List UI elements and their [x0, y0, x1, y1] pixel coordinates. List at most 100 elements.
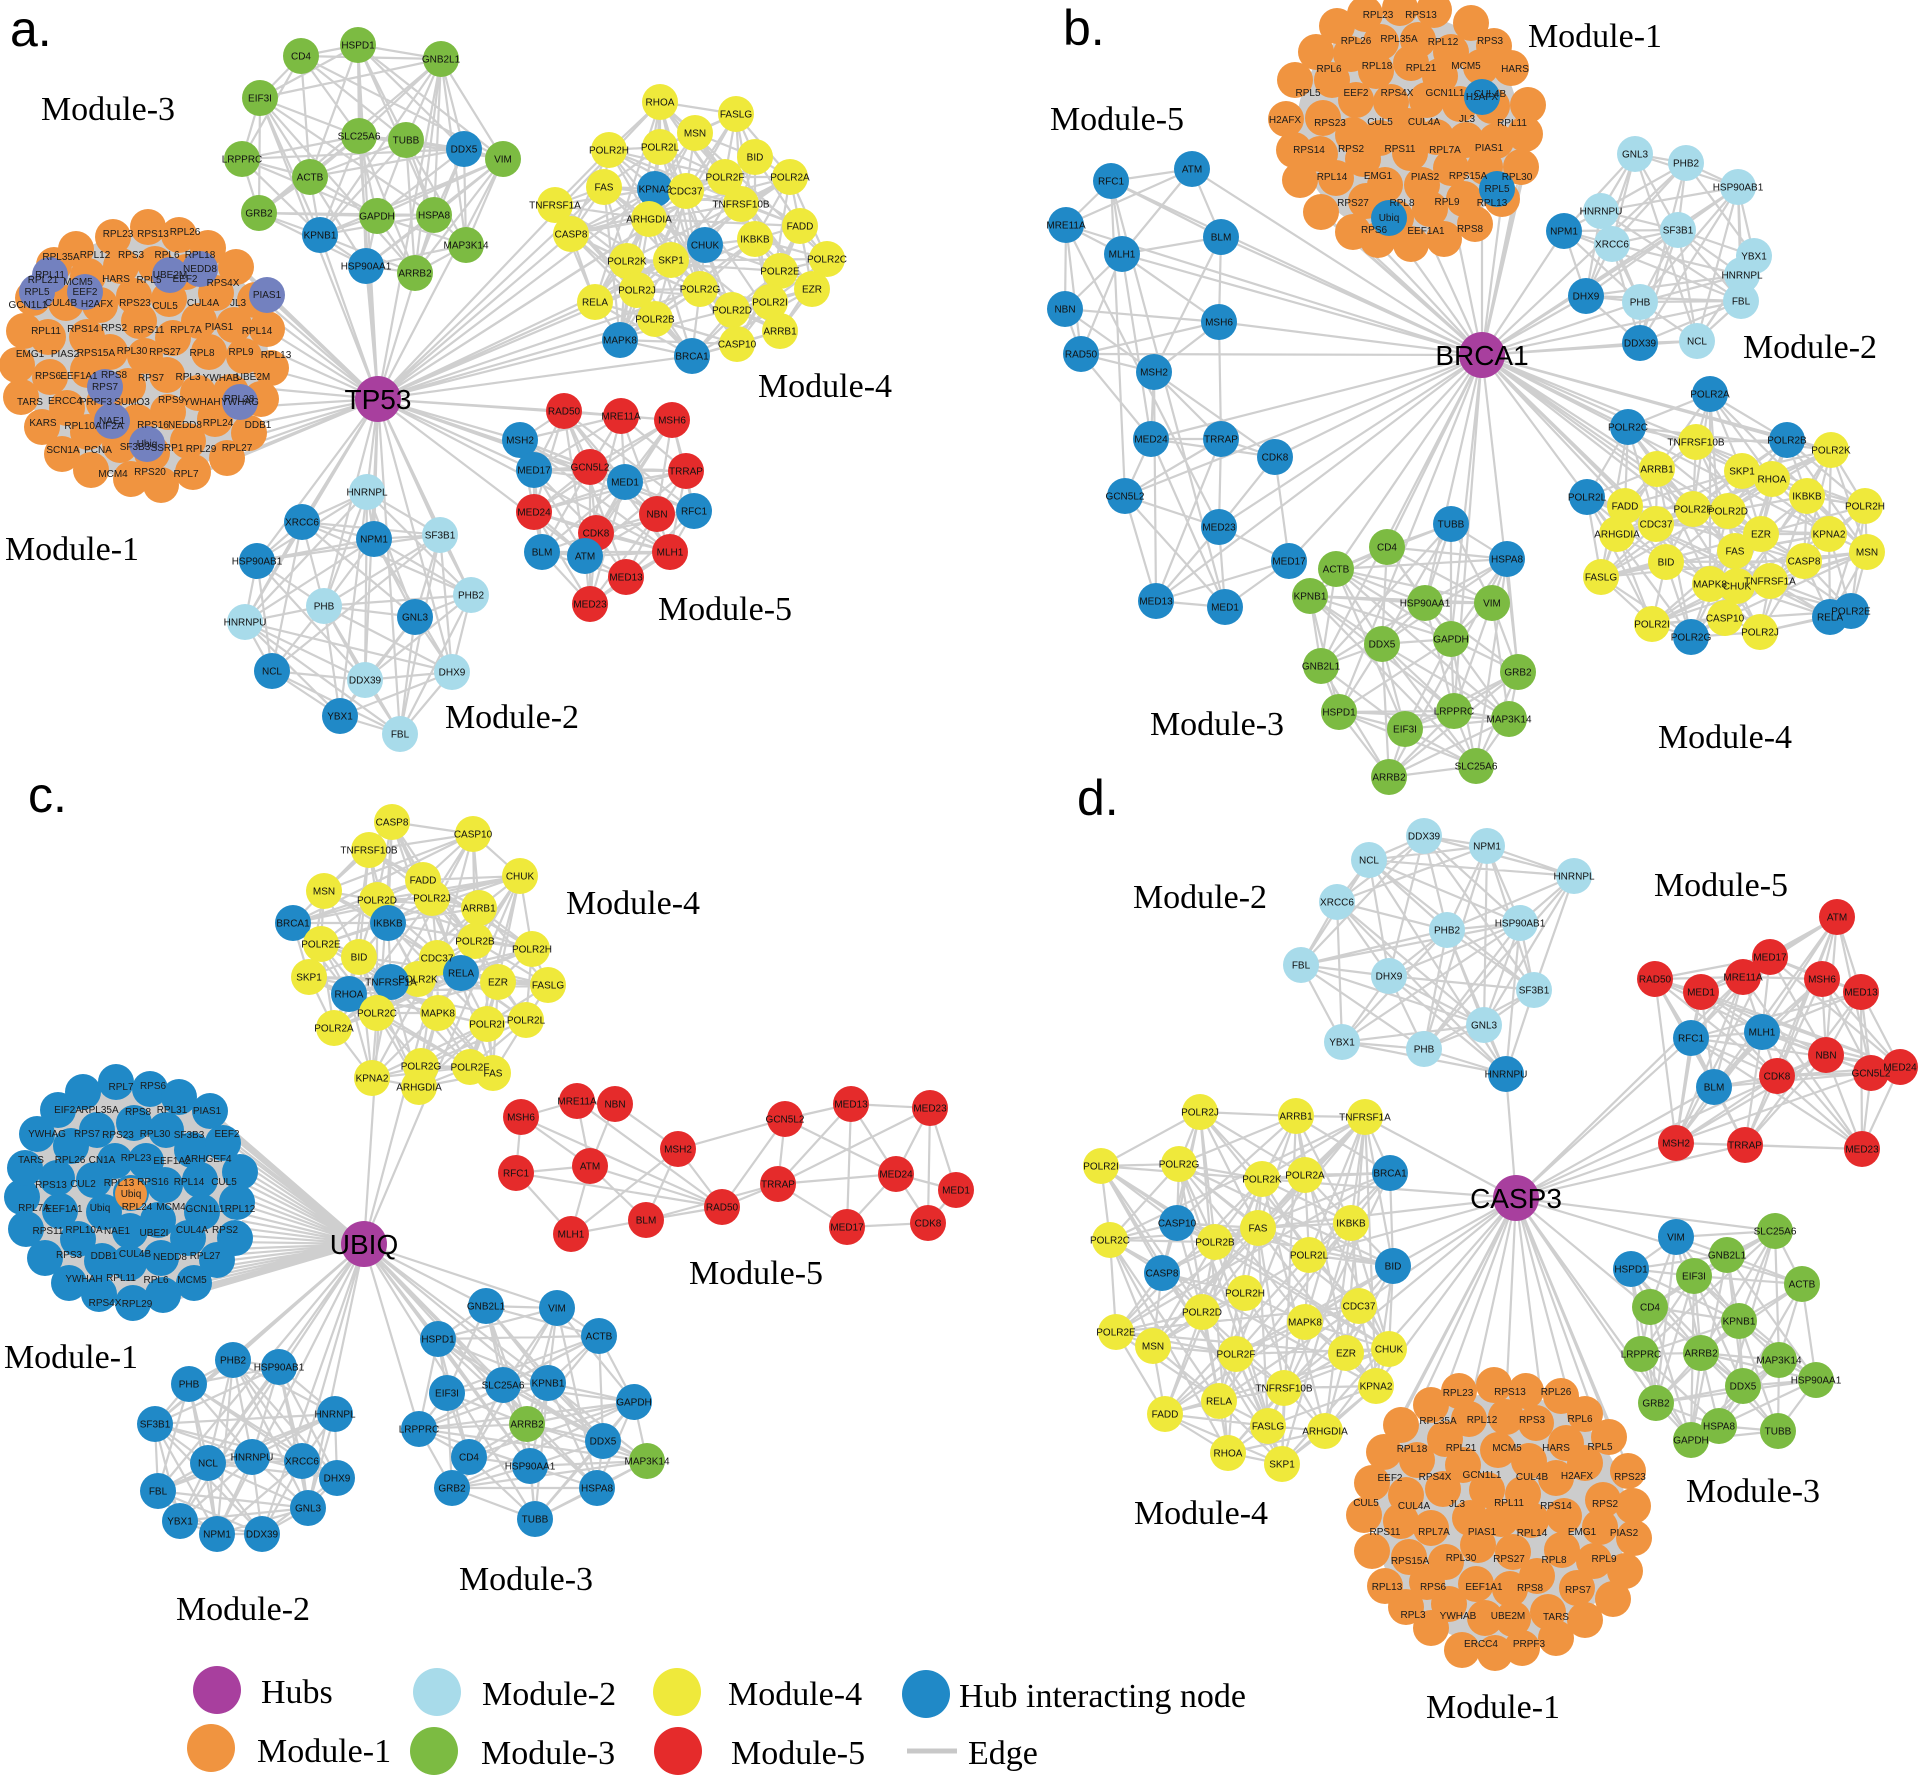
svg-text:UBIQ: UBIQ	[330, 1229, 398, 1260]
svg-text:POLR2F: POLR2F	[1674, 505, 1713, 516]
svg-text:EEF1A1: EEF1A1	[45, 1204, 83, 1215]
svg-text:RPL3: RPL3	[1400, 1610, 1425, 1621]
svg-text:TUBB: TUBB	[393, 136, 420, 147]
svg-text:FAS: FAS	[595, 183, 614, 194]
svg-text:Module-4: Module-4	[1658, 719, 1792, 756]
svg-text:HSP90AB1: HSP90AB1	[1495, 919, 1546, 930]
svg-text:MLH1: MLH1	[657, 548, 684, 559]
svg-text:CDK8: CDK8	[1764, 1072, 1791, 1083]
svg-text:CASP8: CASP8	[1788, 557, 1821, 568]
svg-text:CASP8: CASP8	[555, 230, 588, 241]
svg-text:RPL12: RPL12	[225, 1204, 256, 1215]
svg-text:ARRB2: ARRB2	[1372, 773, 1406, 784]
svg-text:ARRB1: ARRB1	[462, 904, 496, 915]
svg-text:Module-1: Module-1	[1426, 1689, 1560, 1726]
svg-text:DHX9: DHX9	[439, 668, 466, 679]
svg-text:RELA: RELA	[1817, 613, 1843, 624]
svg-text:RPL12: RPL12	[1428, 37, 1459, 48]
svg-text:NPM1: NPM1	[1550, 227, 1578, 238]
svg-text:MLH1: MLH1	[1109, 250, 1136, 261]
svg-text:SUMO3: SUMO3	[114, 397, 150, 408]
svg-text:RPS23: RPS23	[1614, 1472, 1646, 1483]
svg-text:VIM: VIM	[1483, 599, 1501, 610]
svg-text:ARHGDIA: ARHGDIA	[1302, 1427, 1348, 1438]
svg-text:CUL5: CUL5	[1367, 117, 1393, 128]
svg-text:POLR2A: POLR2A	[1285, 1171, 1325, 1182]
svg-text:RPL5: RPL5	[1295, 88, 1320, 99]
svg-text:FADD: FADD	[787, 222, 814, 233]
svg-text:IKBKB: IKBKB	[740, 235, 770, 246]
svg-text:EEF1A2: EEF1A2	[153, 1156, 191, 1167]
svg-text:POLR2D: POLR2D	[712, 306, 752, 317]
svg-text:GNL3: GNL3	[1622, 150, 1649, 161]
svg-text:MED17: MED17	[1272, 557, 1306, 568]
svg-text:PHB: PHB	[1414, 1045, 1435, 1056]
svg-text:POLR2I: POLR2I	[752, 298, 788, 309]
svg-text:HNRNPL: HNRNPL	[314, 1410, 356, 1421]
svg-text:POLR2I: POLR2I	[1634, 620, 1670, 631]
svg-text:CDK8: CDK8	[1262, 453, 1289, 464]
svg-text:POLR2H: POLR2H	[1845, 502, 1885, 513]
svg-text:SLC25A6: SLC25A6	[338, 132, 381, 143]
svg-text:CUL5: CUL5	[1353, 1498, 1379, 1509]
svg-text:FASLG: FASLG	[720, 110, 752, 121]
svg-text:NCL: NCL	[262, 667, 282, 678]
svg-text:PHB: PHB	[1630, 298, 1651, 309]
svg-text:SF3B1: SF3B1	[140, 1420, 171, 1431]
svg-text:ARRB1: ARRB1	[1279, 1112, 1313, 1123]
svg-text:MAPK8: MAPK8	[1288, 1318, 1322, 1329]
svg-text:RPL35A: RPL35A	[81, 1105, 119, 1116]
svg-text:RHOA: RHOA	[335, 990, 364, 1001]
svg-text:RHOA: RHOA	[646, 98, 675, 109]
svg-text:NPM1: NPM1	[1473, 842, 1501, 853]
svg-text:SF3B1: SF3B1	[1519, 986, 1550, 997]
svg-text:CD4: CD4	[459, 1453, 479, 1464]
svg-text:EIF3I: EIF3I	[1393, 725, 1417, 736]
svg-text:YWHAH: YWHAH	[65, 1274, 102, 1285]
svg-text:SKP1: SKP1	[296, 973, 322, 984]
svg-text:RPL23: RPL23	[103, 229, 134, 240]
svg-text:PHB: PHB	[179, 1380, 200, 1391]
svg-text:FBL: FBL	[391, 730, 410, 741]
svg-text:RPL7: RPL7	[108, 1082, 133, 1093]
svg-text:GCN1L1: GCN1L1	[1463, 1470, 1502, 1481]
svg-text:NBN: NBN	[604, 1100, 625, 1111]
svg-text:RPS4X: RPS4X	[207, 278, 240, 289]
svg-text:RPS23: RPS23	[102, 1130, 134, 1141]
svg-text:ARHGEF4: ARHGEF4	[184, 1154, 232, 1165]
svg-text:SLC25A6: SLC25A6	[1455, 762, 1498, 773]
svg-text:GNB2L1: GNB2L1	[467, 1302, 506, 1313]
svg-text:EMG1: EMG1	[1364, 171, 1393, 182]
svg-text:RPS13: RPS13	[1494, 1387, 1526, 1398]
svg-text:EEF2: EEF2	[1377, 1473, 1402, 1484]
svg-text:POLR2E: POLR2E	[1096, 1328, 1136, 1339]
svg-text:POLR2E: POLR2E	[760, 267, 800, 278]
svg-text:IKBKB: IKBKB	[1792, 492, 1822, 503]
svg-text:TNFRSF10B: TNFRSF10B	[712, 200, 770, 211]
svg-text:GNB2L1: GNB2L1	[422, 55, 461, 66]
svg-text:RPL14: RPL14	[174, 1177, 205, 1188]
svg-text:RPS8: RPS8	[1457, 224, 1484, 235]
svg-text:RPS11: RPS11	[1385, 144, 1416, 155]
svg-text:BLM: BLM	[532, 548, 553, 559]
svg-text:b.: b.	[1063, 0, 1105, 56]
svg-text:POLR2H: POLR2H	[512, 945, 552, 956]
svg-text:FASLG: FASLG	[1585, 573, 1617, 584]
svg-text:CHUK: CHUK	[1723, 582, 1752, 593]
svg-text:HSPA8: HSPA8	[581, 1484, 613, 1495]
svg-text:DHX9: DHX9	[1573, 292, 1600, 303]
svg-text:SF3B3: SF3B3	[174, 1130, 205, 1141]
svg-text:PIAS2: PIAS2	[1610, 1528, 1639, 1539]
svg-text:RPL35A: RPL35A	[42, 252, 80, 263]
svg-text:RPL7A: RPL7A	[170, 325, 202, 336]
svg-text:RPL6: RPL6	[1567, 1414, 1592, 1425]
svg-text:HSP90AA1: HSP90AA1	[1791, 1376, 1842, 1387]
svg-text:POLR2J: POLR2J	[1181, 1108, 1219, 1119]
svg-text:MED24: MED24	[1883, 1063, 1917, 1074]
svg-text:DDX39: DDX39	[1408, 832, 1441, 843]
svg-text:RPS2: RPS2	[1592, 1499, 1619, 1510]
svg-text:MED24: MED24	[1134, 435, 1168, 446]
svg-text:POLR2D: POLR2D	[1182, 1308, 1222, 1319]
svg-text:RPL35A: RPL35A	[1380, 34, 1418, 45]
svg-text:MAP3K14: MAP3K14	[443, 241, 488, 252]
